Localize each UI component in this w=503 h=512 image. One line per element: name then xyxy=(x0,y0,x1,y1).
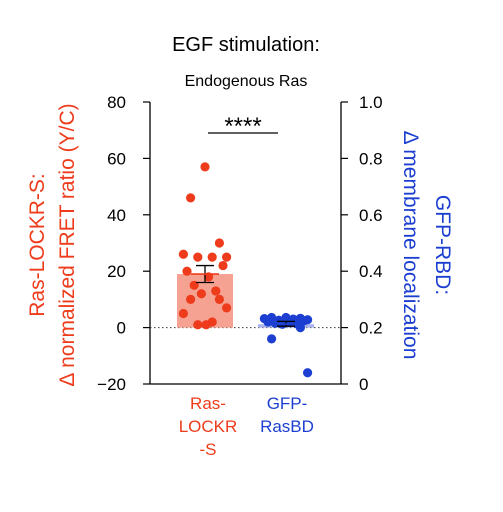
right-axis-label-line2: Δ membrane localization xyxy=(399,131,422,360)
left-tick-label: −20 xyxy=(97,375,126,394)
data-point-ras-lockr-s xyxy=(196,289,206,299)
data-point-ras-lockr-s xyxy=(200,162,210,172)
right-tick-label: 0 xyxy=(359,375,368,394)
data-point-ras-lockr-s xyxy=(211,286,221,296)
data-point-ras-lockr-s xyxy=(193,252,203,262)
left-tick-label: 0 xyxy=(117,319,126,338)
data-point-ras-lockr-s xyxy=(178,308,188,319)
plot-area: 80 60 40 20 0 −20 1.0 0.8 0.6 0.4 0.2 0 **** Ras- LOCK… xyxy=(97,93,382,459)
category-label-ras-lockr-s: Ras- xyxy=(190,394,226,413)
left-axis-label-line2: Δ normalized FRET ratio (Y/C) xyxy=(56,103,79,386)
data-point-ras-lockr-s xyxy=(222,252,232,262)
category-label-ras-lockr-s: LOCKR xyxy=(179,417,238,436)
left-tick-label: 40 xyxy=(107,206,126,225)
left-tick-label: 80 xyxy=(107,93,126,112)
data-point-ras-lockr-s xyxy=(186,193,196,203)
data-point-ras-lockr-s xyxy=(207,252,217,262)
category-label-gfp-rasbd: GFP- xyxy=(267,394,308,413)
data-point-gfp-rasbd xyxy=(263,317,273,327)
chart-subtitle: Endogenous Ras xyxy=(185,73,308,90)
right-tick-label: 0.6 xyxy=(359,206,383,225)
data-point-ras-lockr-s xyxy=(214,294,224,304)
category-label-ras-lockr-s: -S xyxy=(200,440,217,459)
right-tick-label: 0.8 xyxy=(359,149,383,168)
data-point-ras-lockr-s xyxy=(193,320,203,330)
data-point-ras-lockr-s xyxy=(178,249,188,259)
right-tick-label: 1.0 xyxy=(359,93,383,112)
right-tick-label: 0.4 xyxy=(359,262,383,281)
data-point-ras-lockr-s xyxy=(222,303,232,313)
data-point-ras-lockr-s xyxy=(218,260,228,271)
data-point-gfp-rasbd xyxy=(303,368,313,378)
data-point-gfp-rasbd xyxy=(267,334,277,344)
data-point-gfp-rasbd xyxy=(295,323,305,333)
left-tick-label: 20 xyxy=(107,262,126,281)
data-point-ras-lockr-s xyxy=(186,294,196,304)
data-point-ras-lockr-s xyxy=(214,238,224,248)
data-point-gfp-rasbd xyxy=(299,316,309,326)
chart-title: EGF stimulation: xyxy=(172,34,320,56)
data-point-ras-lockr-s xyxy=(201,320,211,330)
data-point-ras-lockr-s xyxy=(182,266,192,276)
category-label-gfp-rasbd: RasBD xyxy=(260,417,314,436)
significance-stars: **** xyxy=(224,113,261,140)
left-axis-label-line1: Ras-LOCKR-S: xyxy=(26,173,49,317)
right-tick-label: 0.2 xyxy=(359,319,383,338)
right-axis-label-line1: GFP-RBD: xyxy=(431,195,454,295)
left-tick-label: 60 xyxy=(107,149,126,168)
